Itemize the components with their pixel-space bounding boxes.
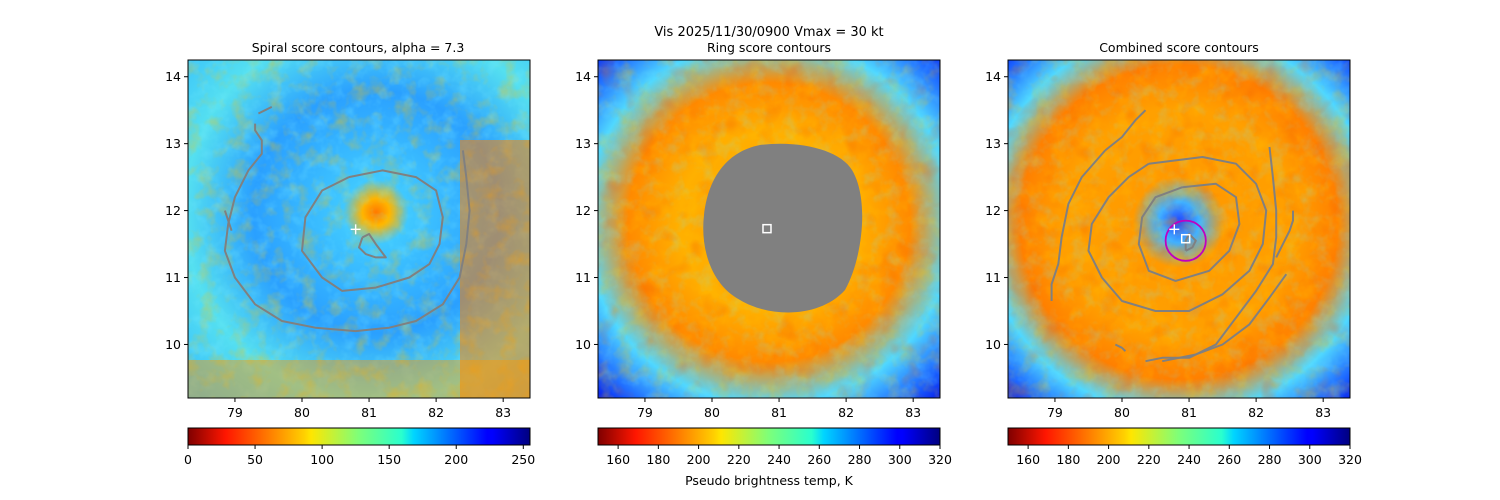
contour-right-tail xyxy=(1275,210,1294,258)
contour-tail-left xyxy=(223,210,233,232)
colorbar-tick-label: 200 xyxy=(687,452,711,467)
colorbar-tick-label: 200 xyxy=(1097,452,1121,467)
colorbar-tick-label: 300 xyxy=(888,452,912,467)
colorbar-tick-label: 160 xyxy=(1016,452,1040,467)
x-tick-label: 83 xyxy=(495,405,511,420)
x-tick-label: 82 xyxy=(428,405,444,420)
panel-ring: Ring score contours 79 80 81 82 83 10 11 12 13 14… xyxy=(575,40,952,488)
colorbar-tick-label: 250 xyxy=(511,452,535,467)
x-tick-label: 81 xyxy=(361,405,377,420)
y-tick-label: 14 xyxy=(575,69,591,84)
contour-set xyxy=(1050,109,1294,363)
axes-frame xyxy=(187,59,531,399)
colorbar-tick-label: 240 xyxy=(1177,452,1201,467)
colorbar-tick-label: 160 xyxy=(606,452,630,467)
x-tick-label: 80 xyxy=(704,405,720,420)
colorbar-tick-label: 260 xyxy=(807,452,831,467)
panel-title: Ring score contours xyxy=(707,40,831,55)
contour-set xyxy=(223,106,471,333)
y-tick-label: 10 xyxy=(575,337,591,352)
y-tick-label: 11 xyxy=(985,270,1001,285)
x-tick-label: 80 xyxy=(1114,405,1130,420)
center-ring xyxy=(1164,219,1207,262)
center-plus-marker xyxy=(1169,224,1180,235)
colorbar-tick-label: 0 xyxy=(184,452,192,467)
x-tick-label: 79 xyxy=(637,405,653,420)
contour-tail-top xyxy=(257,106,273,115)
y-tick-label: 10 xyxy=(985,337,1001,352)
colorbar-label: Pseudo brightness temp, K xyxy=(685,473,854,488)
colorbar-tick-label: 240 xyxy=(767,452,791,467)
contour-outer xyxy=(223,123,471,333)
panel-title: Combined score contours xyxy=(1099,40,1259,55)
y-tick-label: 12 xyxy=(165,203,181,218)
contour-large xyxy=(1087,156,1268,312)
contour-middle xyxy=(301,169,444,292)
colorbar-tick-label: 50 xyxy=(247,452,263,467)
colorbar: 160 180 200 220 240 260 280 300 320 Pseudo brigh… xyxy=(597,427,952,488)
y-tick-label: 13 xyxy=(985,136,1001,151)
masked-region xyxy=(703,143,863,313)
y-tick-label: 12 xyxy=(985,203,1001,218)
colorbar-tick-label: 180 xyxy=(1056,452,1080,467)
panel-spiral: Spiral score contours, alpha = 7.3 79 80 8… xyxy=(165,40,535,467)
colorbar-gradient xyxy=(1007,427,1351,446)
contour-middle xyxy=(1137,182,1241,282)
y-tick-label: 11 xyxy=(165,270,181,285)
x-tick-label: 79 xyxy=(1047,405,1063,420)
x-tick-label: 79 xyxy=(227,405,243,420)
colorbar-tick-label: 320 xyxy=(1338,452,1362,467)
colorbar-tick-label: 220 xyxy=(727,452,751,467)
colorbar-tick-label: 280 xyxy=(848,452,872,467)
center-square-marker xyxy=(762,223,772,234)
y-tick-label: 14 xyxy=(165,69,181,84)
panel-title: Spiral score contours, alpha = 7.3 xyxy=(252,40,465,55)
colorbar-tick-label: 260 xyxy=(1217,452,1241,467)
x-tick-label: 83 xyxy=(905,405,921,420)
colorbar-tick-label: 150 xyxy=(377,452,401,467)
center-plus-marker xyxy=(350,224,361,235)
y-tick-label: 10 xyxy=(165,337,181,352)
axes-frame xyxy=(1007,59,1351,399)
x-tick-label: 83 xyxy=(1315,405,1331,420)
colorbar-gradient xyxy=(597,427,941,446)
colorbar: 0 50 100 150 200 250 xyxy=(184,427,535,467)
contour-top-arc xyxy=(1104,109,1147,152)
contour-lower-right xyxy=(1162,273,1288,363)
colorbar-tick-label: 180 xyxy=(646,452,670,467)
contour-inner xyxy=(358,233,387,259)
panel-combined: Combined score contours 79 80 81 82 83 10 11 12… xyxy=(985,40,1362,467)
colorbar-gradient xyxy=(187,427,531,446)
colorbar: 160 180 200 220 240 260 280 300 320 xyxy=(1007,427,1362,467)
x-tick-label: 82 xyxy=(838,405,854,420)
figure-suptitle: Vis 2025/11/30/0900 Vmax = 30 kt xyxy=(654,25,883,40)
contour-left-arc xyxy=(1050,149,1106,301)
x-tick-label: 80 xyxy=(294,405,310,420)
center-square-marker xyxy=(1180,233,1191,244)
y-tick-label: 12 xyxy=(575,203,591,218)
contour-bottom-arc xyxy=(1114,343,1127,352)
axes-frame xyxy=(597,59,941,399)
y-tick-label: 14 xyxy=(985,69,1001,84)
colorbar-tick-label: 300 xyxy=(1298,452,1322,467)
y-tick-label: 13 xyxy=(575,136,591,151)
y-tick-label: 13 xyxy=(165,136,181,151)
colorbar-tick-label: 280 xyxy=(1258,452,1282,467)
x-tick-label: 82 xyxy=(1248,405,1264,420)
x-tick-label: 81 xyxy=(771,405,787,420)
colorbar-tick-label: 100 xyxy=(310,452,334,467)
x-tick-label: 81 xyxy=(1181,405,1197,420)
y-tick-label: 11 xyxy=(575,270,591,285)
colorbar-tick-label: 200 xyxy=(444,452,468,467)
colorbar-tick-label: 320 xyxy=(928,452,952,467)
colorbar-tick-label: 220 xyxy=(1137,452,1161,467)
